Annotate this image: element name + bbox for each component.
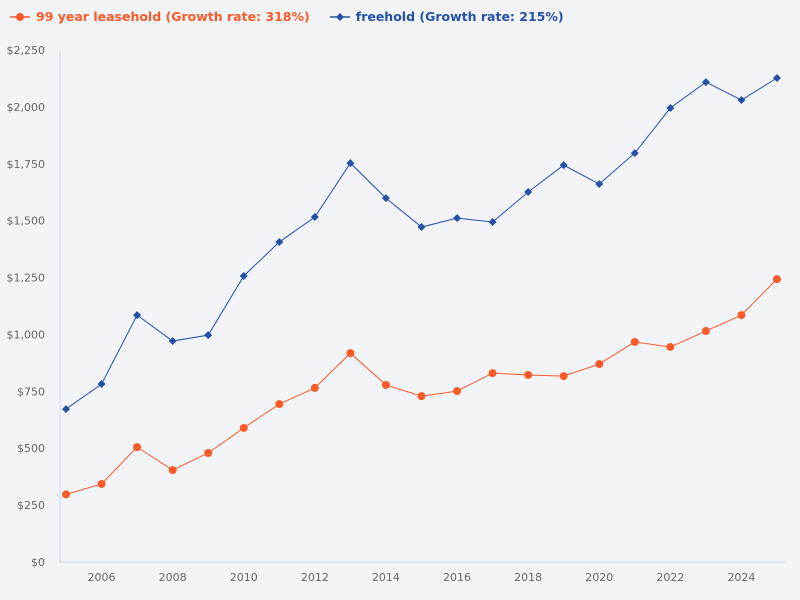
data-point bbox=[630, 337, 639, 346]
data-point bbox=[595, 180, 604, 189]
x-tick-label: 2024 bbox=[727, 571, 755, 584]
x-tick-label: 2006 bbox=[88, 571, 116, 584]
diamond-marker-icon bbox=[329, 12, 350, 21]
data-point bbox=[737, 311, 746, 320]
data-point bbox=[310, 383, 319, 392]
data-point bbox=[559, 161, 568, 170]
data-point bbox=[62, 405, 70, 414]
data-point bbox=[133, 311, 142, 320]
data-point bbox=[524, 370, 533, 379]
data-point bbox=[346, 349, 355, 358]
x-tick-label: 2022 bbox=[656, 571, 684, 584]
x-tick-label: 2010 bbox=[230, 571, 258, 584]
y-tick-label: $250 bbox=[17, 499, 45, 512]
y-tick-label: $2,000 bbox=[7, 101, 46, 114]
data-point bbox=[524, 187, 533, 196]
data-point bbox=[595, 360, 604, 369]
y-tick-label: $0 bbox=[31, 556, 45, 569]
legend-label: 99 year leasehold (Growth rate: 318%) bbox=[36, 9, 310, 24]
data-point bbox=[488, 218, 497, 227]
data-point bbox=[417, 392, 426, 401]
legend-label: freehold (Growth rate: 215%) bbox=[355, 9, 564, 24]
data-point bbox=[62, 490, 70, 499]
data-point bbox=[97, 479, 106, 488]
data-point bbox=[381, 194, 390, 203]
x-tick-label: 2008 bbox=[159, 571, 187, 584]
data-point bbox=[773, 73, 781, 82]
data-point bbox=[773, 275, 781, 284]
y-tick-label: $1,500 bbox=[7, 215, 46, 228]
legend-item-leasehold[interactable]: 99 year leasehold (Growth rate: 318%) bbox=[10, 9, 310, 24]
data-point bbox=[488, 369, 497, 378]
y-tick-label: $1,750 bbox=[7, 158, 46, 171]
data-point bbox=[666, 104, 675, 113]
y-tick-label: $1,000 bbox=[7, 328, 46, 341]
series-line-0 bbox=[65, 278, 778, 495]
circle-marker-icon bbox=[10, 12, 30, 21]
x-tick-label: 2012 bbox=[301, 571, 329, 584]
data-point bbox=[204, 449, 213, 458]
data-point bbox=[275, 238, 284, 247]
y-tick-label: $750 bbox=[17, 385, 45, 398]
data-point bbox=[168, 337, 177, 346]
data-point bbox=[381, 380, 390, 389]
data-point bbox=[701, 327, 710, 336]
data-point bbox=[453, 387, 462, 396]
data-point bbox=[346, 159, 355, 168]
data-point bbox=[275, 400, 284, 409]
y-tick-label: $1,250 bbox=[7, 272, 46, 285]
data-point bbox=[168, 466, 177, 475]
data-point bbox=[737, 96, 746, 105]
data-point bbox=[239, 423, 248, 432]
x-tick-label: 2020 bbox=[585, 571, 613, 584]
x-tick-label: 2014 bbox=[372, 571, 400, 584]
legend: 99 year leasehold (Growth rate: 318%) fr… bbox=[10, 9, 564, 24]
y-tick-label: $500 bbox=[17, 442, 45, 455]
data-point bbox=[453, 214, 462, 223]
data-point bbox=[630, 149, 639, 158]
data-point bbox=[133, 443, 142, 452]
data-point bbox=[701, 78, 710, 87]
data-point bbox=[239, 271, 248, 280]
data-point bbox=[417, 223, 426, 232]
data-point bbox=[97, 380, 106, 389]
data-point bbox=[666, 342, 675, 351]
data-point bbox=[310, 213, 319, 222]
data-point bbox=[559, 372, 568, 381]
y-tick-label: $2,250 bbox=[7, 44, 46, 57]
x-tick-label: 2018 bbox=[514, 571, 542, 584]
series-line-1 bbox=[65, 77, 778, 410]
data-point bbox=[204, 331, 213, 340]
x-tick-label: 2016 bbox=[443, 571, 471, 584]
legend-item-freehold[interactable]: freehold (Growth rate: 215%) bbox=[329, 9, 564, 24]
